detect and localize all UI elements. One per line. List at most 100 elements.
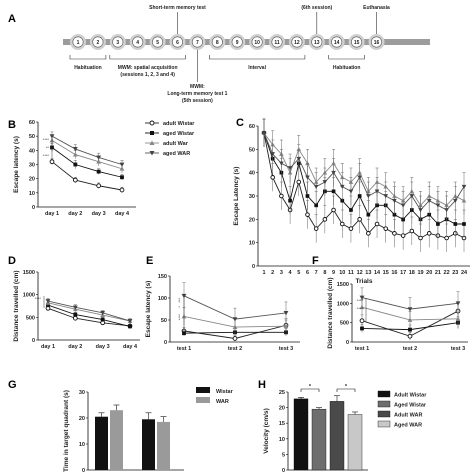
x-tick-label: 3 xyxy=(280,270,283,276)
marker-triangle-down xyxy=(322,180,328,185)
marker-triangle-down xyxy=(455,301,461,306)
timeline-event-label: Euthanasia xyxy=(363,5,390,11)
marker-triangle-down xyxy=(72,305,78,310)
marker-triangle-down xyxy=(296,156,302,161)
timeline-phase-label: Long-term memory test 1 xyxy=(167,91,227,97)
x-tick-label: 16 xyxy=(391,270,397,276)
significance-marker: * xyxy=(345,384,348,390)
session-number: 2 xyxy=(97,40,100,46)
legend-swatch xyxy=(377,410,391,418)
y-tick-label: 30 xyxy=(79,390,85,396)
timeline-bracket xyxy=(69,55,107,60)
marker-triangle-down xyxy=(72,146,78,152)
x-tick-label: 13 xyxy=(365,270,371,276)
marker-triangle-down xyxy=(339,184,345,189)
y-tick-label: 50 xyxy=(29,134,35,140)
session-number: 7 xyxy=(196,40,199,46)
marker-square xyxy=(73,312,78,317)
y-tick-label: 25 xyxy=(279,390,285,396)
y-tick-label: 1500 xyxy=(23,270,35,276)
significance-marker: **** xyxy=(43,153,50,158)
marker-triangle-down xyxy=(461,184,467,189)
series-line xyxy=(47,302,131,322)
significance-marker: * xyxy=(177,306,182,308)
session-number: 1 xyxy=(77,40,80,46)
x-tick-label: test 1 xyxy=(355,346,369,352)
marker-square xyxy=(288,198,292,203)
y-tick-label: 1000 xyxy=(337,301,349,307)
marker-circle xyxy=(400,233,406,238)
x-tick-label: 1 xyxy=(262,270,265,276)
marker-triangle-down xyxy=(49,134,55,139)
series-line xyxy=(47,304,131,327)
marker-circle xyxy=(331,207,336,213)
x-tick-label: 6 xyxy=(306,270,309,276)
legend-label: Wistar xyxy=(216,389,234,395)
timeline-phase-label: Interval xyxy=(248,65,266,71)
significance-marker: **** xyxy=(357,298,364,303)
session-marker xyxy=(291,36,303,48)
timeline-event-label: (6th session) xyxy=(301,5,332,11)
x-tick-label: 10 xyxy=(339,270,345,276)
session-marker xyxy=(231,36,243,48)
marker-square xyxy=(453,222,458,226)
significance-bracket xyxy=(336,388,356,392)
y-tick-label: 15 xyxy=(279,421,285,427)
marker-circle xyxy=(339,221,345,227)
panel-label: C xyxy=(236,117,244,129)
legend-swatch xyxy=(196,387,210,393)
session-marker xyxy=(92,36,104,48)
series-line xyxy=(47,307,131,327)
marker-triangle-down xyxy=(305,175,310,180)
y-tick-label: 40 xyxy=(249,171,255,177)
legend-swatch xyxy=(196,397,210,403)
marker-circle xyxy=(96,183,102,189)
panel-label: E xyxy=(146,255,153,267)
session-marker xyxy=(311,36,323,48)
marker-square xyxy=(182,331,186,336)
session-number: 9 xyxy=(236,40,239,46)
x-tick-label: 17 xyxy=(400,270,406,276)
marker-circle xyxy=(305,212,310,217)
panel-label: G xyxy=(8,379,17,391)
bar xyxy=(110,410,123,470)
marker-triangle-down xyxy=(366,194,371,199)
bar xyxy=(347,414,363,471)
marker-triangle-down xyxy=(409,194,415,199)
marker-circle xyxy=(418,235,423,241)
x-axis-label: Trials xyxy=(356,278,373,285)
marker-triangle-down xyxy=(313,184,319,189)
marker-circle xyxy=(359,318,365,324)
marker-circle xyxy=(119,187,125,193)
y-axis-label: Velocity (cm/s) xyxy=(263,408,270,454)
x-tick-label: day 4 xyxy=(123,344,138,350)
x-tick-label: 19 xyxy=(417,270,423,276)
marker-triangle-down xyxy=(435,203,441,208)
marker-circle xyxy=(279,193,284,199)
legend-label: adult War xyxy=(163,141,189,147)
y-tick-label: 0 xyxy=(164,340,167,346)
y-tick-label: 0 xyxy=(32,205,35,211)
session-number: 6 xyxy=(176,40,179,46)
x-tick-label: day 2 xyxy=(68,344,82,350)
panel-label: H xyxy=(258,379,266,391)
x-tick-label: 14 xyxy=(374,270,381,276)
y-tick-label: 30 xyxy=(29,163,35,169)
y-tick-label: 0 xyxy=(82,468,85,474)
legend-swatch xyxy=(377,390,391,398)
legend-label: Aged WAR xyxy=(394,423,422,429)
marker-circle xyxy=(149,120,155,126)
legend-swatch xyxy=(377,400,391,408)
marker-square xyxy=(96,169,101,174)
marker-triangle xyxy=(283,323,289,329)
bar xyxy=(329,401,345,471)
session-marker xyxy=(191,36,203,48)
series-line xyxy=(47,300,131,322)
marker-circle xyxy=(444,235,449,241)
session-marker xyxy=(271,36,283,48)
session-marker xyxy=(211,36,223,48)
y-tick-label: 40 xyxy=(29,148,35,154)
session-number: 3 xyxy=(116,40,119,46)
